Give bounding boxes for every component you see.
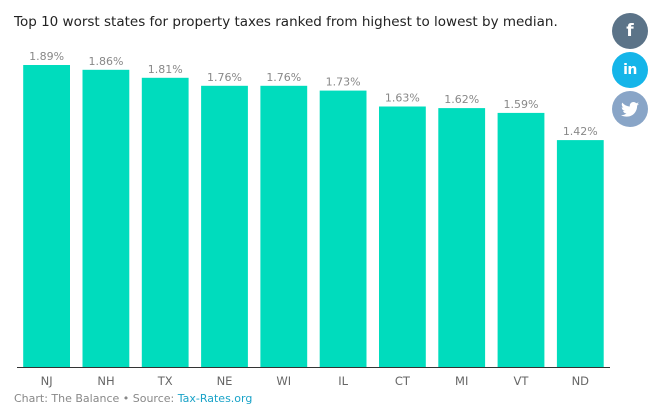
value-label-nj: 1.89% <box>29 50 64 63</box>
x-tick-label-nj: NJ <box>41 374 53 388</box>
share-linkedin-button[interactable]: in <box>612 52 648 88</box>
bar-wi <box>260 85 308 368</box>
value-labels-layer: 1.89% 1.86% 1.81% 1.76% 1.76% 1.73% 1.63% 1.62%… <box>29 50 598 138</box>
bar-ct <box>379 106 426 367</box>
value-label-il: 1.73% <box>326 76 361 89</box>
x-tick-label-ct: CT <box>395 374 411 388</box>
x-tick-label-mi: MI <box>455 374 468 388</box>
value-label-mi: 1.62% <box>444 93 479 106</box>
bar-tx <box>141 77 189 368</box>
value-label-wi: 1.76% <box>266 71 301 84</box>
bar-mi <box>438 108 486 367</box>
share-twitter-button[interactable] <box>612 91 648 127</box>
bar-nh <box>82 69 130 368</box>
bar-nd <box>556 140 604 367</box>
x-tick-label-wi: WI <box>276 374 291 388</box>
x-tick-label-nd: ND <box>572 374 590 388</box>
bar-ne <box>201 85 248 368</box>
x-tick-label-il: IL <box>338 374 348 388</box>
chart-footer: Chart: The Balance • Source: Tax-Rates.o… <box>14 392 252 405</box>
share-facebook-button[interactable]: f <box>612 13 648 49</box>
bar-nj <box>23 65 70 367</box>
value-label-ne: 1.76% <box>207 71 242 84</box>
value-label-vt: 1.59% <box>504 98 539 111</box>
bars-layer <box>23 65 604 368</box>
value-label-ct: 1.63% <box>385 92 420 105</box>
facebook-icon: f <box>626 20 634 41</box>
twitter-icon <box>621 101 639 117</box>
source-link[interactable]: Tax-Rates.org <box>177 392 253 405</box>
linkedin-icon: in <box>623 62 637 78</box>
x-tick-labels-layer: NJ NH TX NE WI IL CT MI VT ND <box>41 374 590 388</box>
value-label-tx: 1.81% <box>148 63 183 76</box>
bar-vt <box>497 112 545 368</box>
value-label-nh: 1.86% <box>89 55 124 68</box>
x-tick-label-tx: TX <box>157 374 173 388</box>
bar-il <box>319 90 367 367</box>
chart-title: Top 10 worst states for property taxes r… <box>14 14 558 30</box>
value-label-nd: 1.42% <box>563 125 598 138</box>
x-tick-label-ne: NE <box>217 374 233 388</box>
x-tick-label-nh: NH <box>97 374 114 388</box>
footer-credit: Chart: The Balance • Source: <box>14 392 178 405</box>
x-tick-label-vt: VT <box>514 374 530 388</box>
